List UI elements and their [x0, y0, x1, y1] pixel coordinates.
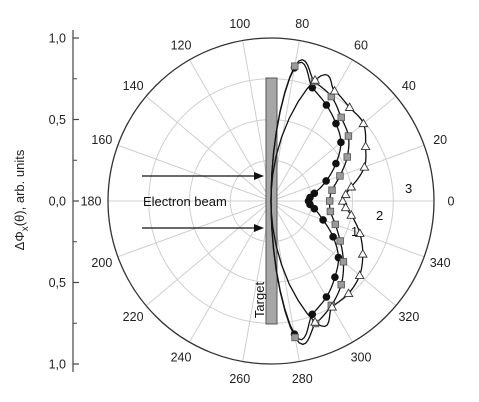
grid-spoke-320 — [270, 200, 397, 307]
grid-spoke-240 — [189, 200, 272, 343]
y-axis-tick-label: 1,0 — [49, 358, 66, 372]
angular-tick-label-320: 320 — [398, 310, 419, 324]
series-3-point — [359, 161, 370, 171]
series-3-point — [340, 189, 351, 199]
series-2-point — [328, 186, 336, 194]
series-2-point — [331, 220, 340, 229]
series-1-point — [331, 273, 339, 281]
series-1-point — [332, 159, 340, 168]
angular-tick-label-200: 200 — [91, 256, 112, 270]
series-3-point — [358, 118, 369, 128]
angular-tick-labels: 0 20 40 60 80 100 120 140 160 180 200 220 240 260 280 3… — [81, 17, 455, 386]
grid-spoke-60 — [270, 59, 353, 202]
series-2-point — [291, 333, 299, 342]
y-axis-tick-label: 0,5 — [49, 276, 66, 290]
series-1-point — [319, 216, 327, 224]
series-3-point — [329, 85, 340, 95]
series-2-point — [336, 172, 344, 180]
y-axis-tick-label: 1,0 — [49, 32, 66, 46]
curve-label-1: 1 — [351, 224, 358, 239]
series-2-point — [339, 258, 348, 266]
angular-tick-label-280: 280 — [292, 372, 313, 386]
beam-arrowhead-lower — [254, 224, 264, 232]
angular-tick-label-160: 160 — [91, 133, 112, 147]
y-axis-tick-label: 0,5 — [49, 113, 66, 127]
series-1-point — [329, 233, 337, 241]
series-3-point — [354, 228, 365, 237]
angular-tick-label-80: 80 — [295, 17, 309, 31]
y-axis-title-main: ΔΦ — [12, 231, 27, 250]
angular-tick-label-120: 120 — [171, 39, 192, 53]
grid-spoke-140 — [145, 95, 272, 202]
grid-spoke-40 — [270, 95, 397, 202]
series-1-point — [337, 138, 345, 147]
grid-spoke-160 — [117, 144, 272, 202]
beam-arrowhead-upper — [254, 172, 264, 180]
series-3-point — [310, 74, 321, 84]
curve-label-2: 2 — [376, 208, 383, 223]
y-axis-title: ΔΦx(θ), arb. units — [12, 149, 31, 250]
series-3-point — [360, 141, 371, 150]
angular-tick-label-0: 0 — [448, 195, 455, 209]
grid-spoke-200 — [117, 200, 272, 258]
electron-beam-arrows — [142, 172, 264, 232]
series-3-point — [344, 102, 355, 111]
y-axis-title-rest: (θ), arb. units — [12, 149, 27, 226]
angular-tick-label-140: 140 — [123, 79, 144, 93]
series-1-point — [332, 119, 340, 128]
series-3-point — [337, 195, 348, 205]
angular-tick-label-20: 20 — [433, 133, 447, 147]
series-2-point — [344, 132, 353, 140]
series-3-point — [346, 210, 357, 219]
outer-ring — [107, 37, 435, 365]
series-2-point — [337, 113, 345, 122]
data-curves — [270, 58, 367, 346]
angular-tick-label-60: 60 — [354, 39, 368, 53]
angular-tick-label-300: 300 — [351, 350, 372, 364]
angular-tick-label-340: 340 — [430, 256, 451, 270]
electron-beam-label: Electron beam — [143, 194, 227, 209]
grid-spoke-20 — [270, 144, 425, 202]
series-3-point — [340, 202, 351, 212]
target-label: Target — [252, 282, 267, 319]
series-2-point — [343, 153, 351, 161]
grid-spoke-340 — [270, 200, 425, 258]
series-3-point — [310, 316, 321, 326]
series-3-point — [346, 181, 357, 191]
angular-tick-label-260: 260 — [229, 372, 250, 386]
angular-tick-label-100: 100 — [229, 17, 250, 31]
grid-spoke-300 — [270, 200, 353, 343]
series-2-point — [336, 237, 344, 245]
data-markers — [290, 62, 371, 342]
series-1-point — [308, 83, 317, 92]
angular-tick-label-240: 240 — [171, 350, 192, 364]
curve-label-3: 3 — [405, 181, 412, 196]
series-2-point — [326, 207, 335, 216]
series-2-point — [325, 197, 334, 205]
series-1-point — [322, 101, 331, 109]
angular-tick-label-40: 40 — [402, 79, 416, 93]
series-2-point — [291, 62, 299, 70]
y-axis-tick-label: 0,0 — [49, 195, 66, 209]
series-3-point — [327, 301, 338, 311]
series-1-point — [322, 177, 330, 185]
y-axis-ticks: 1,0 0,5 0,0 0,5 1,0 — [49, 32, 79, 372]
angular-tick-label-180: 180 — [81, 195, 102, 209]
series-1-point — [308, 310, 317, 319]
series-3-point — [354, 270, 365, 279]
series-3-point — [343, 288, 354, 298]
angular-tick-label-220: 220 — [123, 310, 144, 324]
series-1-point — [322, 293, 331, 301]
series-3-point — [357, 248, 368, 258]
grid-spoke-220 — [145, 200, 272, 307]
y-axis-title-sub: x — [20, 226, 31, 231]
series-2-point — [337, 280, 345, 289]
series-1-point — [310, 204, 319, 213]
